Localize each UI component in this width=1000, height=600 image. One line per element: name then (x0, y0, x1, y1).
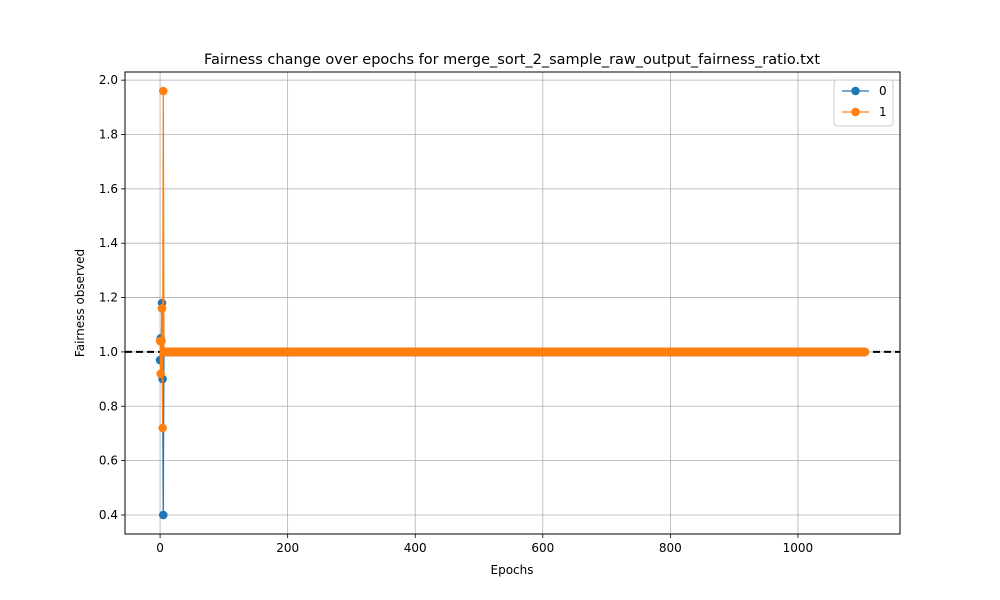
x-tick-label: 600 (531, 541, 554, 555)
y-tick-label: 0.4 (99, 508, 118, 522)
y-tick-label: 1.4 (99, 236, 118, 250)
ticks: 0 200 400 600 800 1000 0.4 0.6 0.8 1.0 1.2 1.4 1.6 1.… (99, 73, 813, 555)
plot-frame (124, 71, 901, 535)
y-tick-label: 1.0 (99, 345, 118, 359)
x-axis-label: Epochs (491, 563, 534, 577)
y-tick-label: 1.2 (99, 291, 118, 305)
legend-marker-0 (851, 86, 860, 96)
y-tick-label: 1.6 (99, 182, 118, 196)
series-group (155, 86, 870, 520)
x-tick-label: 400 (404, 541, 427, 555)
series-1 (155, 86, 870, 433)
series-1-point (157, 304, 167, 313)
x-tick-label: 1000 (783, 541, 814, 555)
series-1-point (156, 369, 166, 378)
x-tick-label: 0 (156, 541, 164, 555)
chart-title: Fairness change over epochs for merge_so… (204, 52, 820, 68)
y-axis-label: Fairness observed (73, 249, 87, 357)
legend-label-1: 1 (879, 105, 887, 119)
x-tick-label: 200 (276, 541, 299, 555)
series-1-point (157, 336, 166, 346)
series-1-point (158, 423, 167, 433)
y-tick-label: 1.8 (99, 128, 118, 142)
legend-marker-1 (851, 107, 860, 117)
series-1-point (860, 347, 870, 357)
y-tick-label: 0.8 (99, 399, 118, 413)
y-tick-label: 2.0 (99, 73, 118, 87)
legend-label-0: 0 (879, 84, 887, 98)
legend: 01 (833, 79, 894, 127)
x-tick-label: 800 (659, 541, 682, 555)
series-1-point (158, 86, 168, 96)
y-tick-label: 0.6 (99, 454, 118, 468)
series-0-point (158, 510, 168, 520)
